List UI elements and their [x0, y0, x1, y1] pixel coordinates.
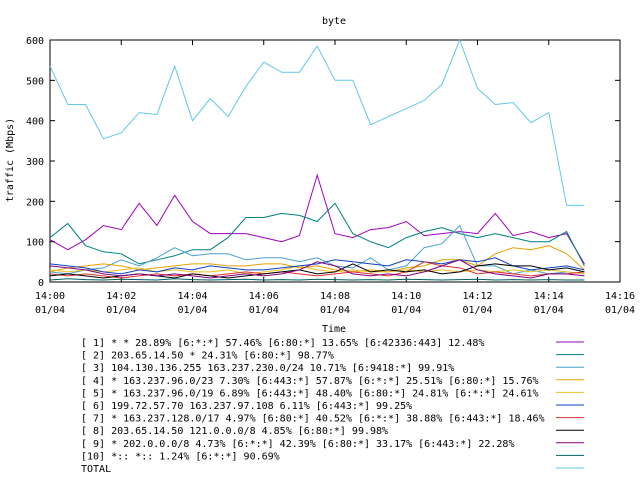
x-tick-time-label: 14:02 [106, 291, 136, 302]
x-tick-date-label: 01/04 [177, 305, 207, 316]
y-tick-label: 500 [26, 76, 44, 87]
y-tick-label: 300 [26, 157, 44, 168]
x-tick-date-label: 01/04 [462, 305, 492, 316]
series-line-11 [49, 38, 585, 206]
x-tick-date-label: 01/04 [320, 305, 350, 316]
series-lines [49, 38, 585, 281]
x-tick-date-label: 01/04 [35, 305, 65, 316]
y-axis-label: traffic (Mbps) [5, 118, 16, 202]
series-line-9 [49, 259, 585, 279]
x-tick-time-label: 14:06 [249, 291, 279, 302]
y-tick-label: 0 [38, 278, 44, 289]
x-tick-time-label: 14:08 [320, 291, 350, 302]
y-tick-label: 400 [26, 117, 44, 128]
legend-label: [ 7] * 163.237.128.0/17 4.97% [6:80:*] 4… [81, 414, 545, 425]
series-line-7 [49, 261, 585, 279]
y-axis-ticks: 0 100 200 300 400 500 600 [26, 36, 620, 289]
legend: [ 1] * * 28.89% [6:*:*] 57.46% [6:80:*] … [81, 338, 584, 475]
legend-label: [ 3] 104.130.136.255 163.237.230.0/24 10… [81, 363, 454, 374]
chart-title: byte [322, 16, 346, 27]
legend-label: [ 2] 203.65.14.50 * 24.31% [6:80:*] 98.7… [81, 351, 334, 362]
x-tick-time-label: 14:12 [462, 291, 492, 302]
series-line-3 [49, 224, 585, 275]
plot-border [49, 39, 621, 283]
x-tick-time-label: 14:10 [391, 291, 421, 302]
legend-label: TOTAL [81, 464, 111, 475]
x-tick-date-label: 01/04 [534, 305, 564, 316]
x-tick-date-label: 01/04 [391, 305, 421, 316]
series-line-6 [49, 257, 585, 275]
x-tick-time-label: 14:00 [35, 291, 65, 302]
x-tick-time-label: 14:16 [605, 291, 635, 302]
y-tick-label: 200 [26, 197, 44, 208]
x-tick-date-label: 01/04 [106, 305, 136, 316]
series-line-10 [49, 278, 585, 281]
legend-label: [ 1] * * 28.89% [6:*:*] 57.46% [6:80:*] … [81, 338, 484, 349]
legend-label: [ 5] * 163.237.96.0/19 6.89% [6:443:*] 4… [81, 388, 539, 399]
y-tick-label: 100 [26, 238, 44, 249]
series-line-1 [49, 173, 585, 265]
x-axis-ticks: 14:00 01/04 14:02 01/04 14:04 01/04 14:06 01/04… [35, 40, 635, 316]
y-tick-label: 600 [26, 36, 44, 47]
x-tick-date-label: 01/04 [249, 305, 279, 316]
x-tick-time-label: 14:14 [534, 291, 564, 302]
legend-label: [ 8] 203.65.14.50 121.0.0.0/8 4.85% [6:8… [81, 426, 388, 437]
legend-label: [ 6] 199.72.57.70 163.237.97.108 6.11% [… [81, 401, 412, 412]
legend-label: [10] *:: *:: 1.24% [6:*:*] 90.69% [81, 451, 280, 462]
plot-area [49, 39, 621, 283]
x-tick-time-label: 14:04 [177, 291, 207, 302]
x-tick-date-label: 01/04 [605, 305, 635, 316]
legend-label: [ 9] * 202.0.0.0/8 4.73% [6:*:*] 42.39% … [81, 439, 514, 450]
x-axis-label: Time [322, 324, 346, 335]
series-line-2 [49, 202, 585, 267]
legend-label: [ 4] * 163.237.96.0/23 7.30% [6:443:*] 5… [81, 376, 539, 387]
